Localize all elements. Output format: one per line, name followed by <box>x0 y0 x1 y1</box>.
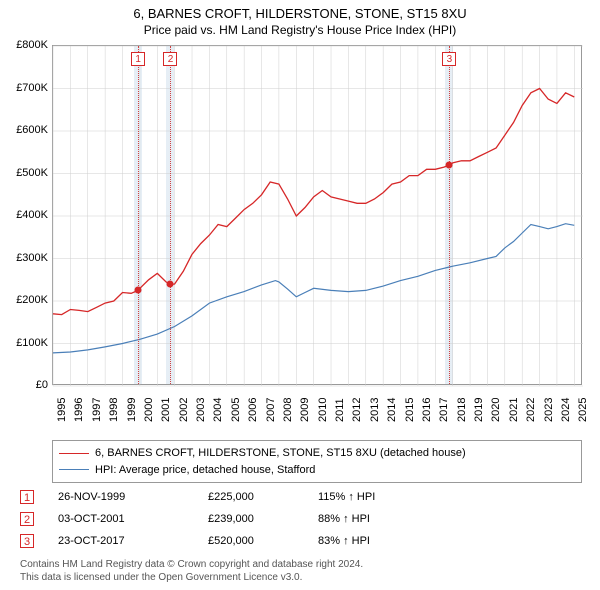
sale-index: 1 <box>20 490 34 504</box>
x-tick-label: 2020 <box>490 398 502 422</box>
sale-vs-hpi: 88% ↑ HPI <box>318 513 438 525</box>
event-marker-index: 3 <box>442 52 456 66</box>
y-tick-label: £100K <box>4 337 48 349</box>
x-tick-label: 2015 <box>404 398 416 422</box>
sale-row: 3 23-OCT-2017£520,00083% ↑ HPI <box>20 530 580 552</box>
legend-item: 6, BARNES CROFT, HILDERSTONE, STONE, ST1… <box>59 445 575 462</box>
x-tick-label: 2017 <box>438 398 450 422</box>
x-tick-label: 2025 <box>577 398 589 422</box>
x-tick-label: 2009 <box>299 398 311 422</box>
sale-date: 03-OCT-2001 <box>58 513 208 525</box>
x-tick-label: 2018 <box>456 398 468 422</box>
sale-row: 2 03-OCT-2001£239,00088% ↑ HPI <box>20 508 580 530</box>
x-tick-label: 1996 <box>73 398 85 422</box>
footer-line: This data is licensed under the Open Gov… <box>20 571 580 584</box>
footer-attribution: Contains HM Land Registry data © Crown c… <box>20 558 580 584</box>
y-tick-label: £300K <box>4 252 48 264</box>
event-marker-dot <box>167 281 174 288</box>
x-tick-label: 1998 <box>108 398 120 422</box>
x-tick-label: 2023 <box>543 398 555 422</box>
sale-index: 2 <box>20 512 34 526</box>
legend-swatch <box>59 469 89 470</box>
x-tick-label: 2002 <box>178 398 190 422</box>
event-marker-line <box>138 46 139 384</box>
legend-label: 6, BARNES CROFT, HILDERSTONE, STONE, ST1… <box>95 445 466 462</box>
sale-price: £225,000 <box>208 491 318 503</box>
chart-plot-area: 1 2 3 <box>52 45 582 385</box>
y-tick-label: £500K <box>4 167 48 179</box>
x-tick-label: 2000 <box>143 398 155 422</box>
x-tick-label: 2021 <box>508 398 520 422</box>
sale-date: 26-NOV-1999 <box>58 491 208 503</box>
sale-vs-hpi: 115% ↑ HPI <box>318 491 438 503</box>
chart-title-line1: 6, BARNES CROFT, HILDERSTONE, STONE, ST1… <box>0 0 600 23</box>
x-tick-label: 2007 <box>265 398 277 422</box>
x-tick-label: 2012 <box>351 398 363 422</box>
x-tick-label: 2004 <box>212 398 224 422</box>
x-tick-label: 2013 <box>369 398 381 422</box>
x-tick-label: 2010 <box>317 398 329 422</box>
chart-legend: 6, BARNES CROFT, HILDERSTONE, STONE, ST1… <box>52 440 582 483</box>
event-marker-line <box>170 46 171 384</box>
y-tick-label: £0 <box>4 379 48 391</box>
x-tick-label: 2008 <box>282 398 294 422</box>
sale-index: 3 <box>20 534 34 548</box>
sale-price: £239,000 <box>208 513 318 525</box>
y-tick-label: £400K <box>4 209 48 221</box>
y-tick-label: £200K <box>4 294 48 306</box>
x-tick-label: 1995 <box>56 398 68 422</box>
x-tick-label: 2005 <box>230 398 242 422</box>
x-tick-label: 2024 <box>560 398 572 422</box>
event-marker-dot <box>446 162 453 169</box>
y-tick-label: £800K <box>4 39 48 51</box>
sale-price: £520,000 <box>208 535 318 547</box>
chart-title-line2: Price paid vs. HM Land Registry's House … <box>0 23 600 41</box>
x-tick-label: 2014 <box>386 398 398 422</box>
x-tick-label: 1997 <box>91 398 103 422</box>
x-tick-label: 1999 <box>126 398 138 422</box>
legend-item: HPI: Average price, detached house, Staf… <box>59 462 575 479</box>
sale-row: 1 26-NOV-1999£225,000115% ↑ HPI <box>20 486 580 508</box>
event-marker-line <box>449 46 450 384</box>
event-marker-dot <box>135 287 142 294</box>
sale-date: 23-OCT-2017 <box>58 535 208 547</box>
sales-table: 1 26-NOV-1999£225,000115% ↑ HPI 2 03-OCT-20… <box>20 486 580 552</box>
legend-label: HPI: Average price, detached house, Staf… <box>95 462 315 479</box>
y-tick-label: £700K <box>4 82 48 94</box>
footer-line: Contains HM Land Registry data © Crown c… <box>20 558 580 571</box>
legend-swatch <box>59 453 89 454</box>
sale-vs-hpi: 83% ↑ HPI <box>318 535 438 547</box>
y-tick-label: £600K <box>4 124 48 136</box>
x-tick-label: 2011 <box>334 398 346 422</box>
x-tick-label: 2001 <box>160 398 172 422</box>
x-tick-label: 2019 <box>473 398 485 422</box>
x-tick-label: 2003 <box>195 398 207 422</box>
x-tick-label: 2006 <box>247 398 259 422</box>
event-marker-index: 1 <box>131 52 145 66</box>
x-tick-label: 2022 <box>525 398 537 422</box>
event-marker-index: 2 <box>163 52 177 66</box>
x-tick-label: 2016 <box>421 398 433 422</box>
